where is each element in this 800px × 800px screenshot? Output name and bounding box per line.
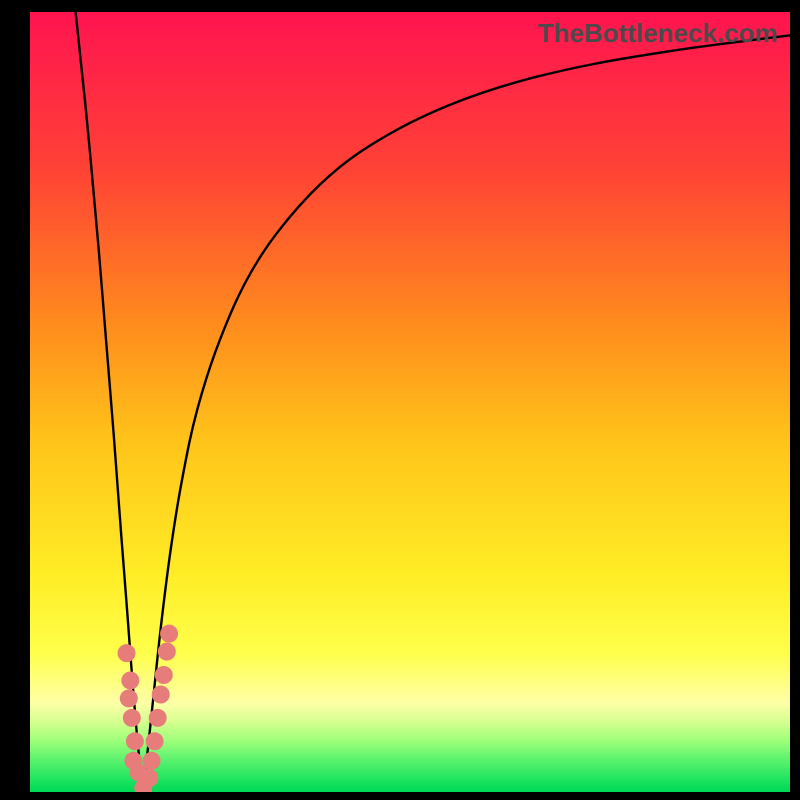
chart-plot-area: TheBottleneck.com <box>30 12 790 792</box>
data-marker <box>146 732 164 750</box>
data-marker <box>155 666 173 684</box>
data-marker <box>120 689 138 707</box>
bottleneck-curve-right-branch <box>143 35 790 792</box>
data-marker <box>140 769 158 787</box>
data-marker <box>149 709 167 727</box>
data-marker <box>123 709 141 727</box>
chart-overlay-svg <box>30 12 790 792</box>
data-markers-group <box>118 625 179 792</box>
data-marker <box>121 671 139 689</box>
data-marker <box>160 625 178 643</box>
data-marker <box>152 686 170 704</box>
data-marker <box>118 644 136 662</box>
data-marker <box>143 752 161 770</box>
watermark-text: TheBottleneck.com <box>538 18 778 49</box>
data-marker <box>126 732 144 750</box>
data-marker <box>158 643 176 661</box>
